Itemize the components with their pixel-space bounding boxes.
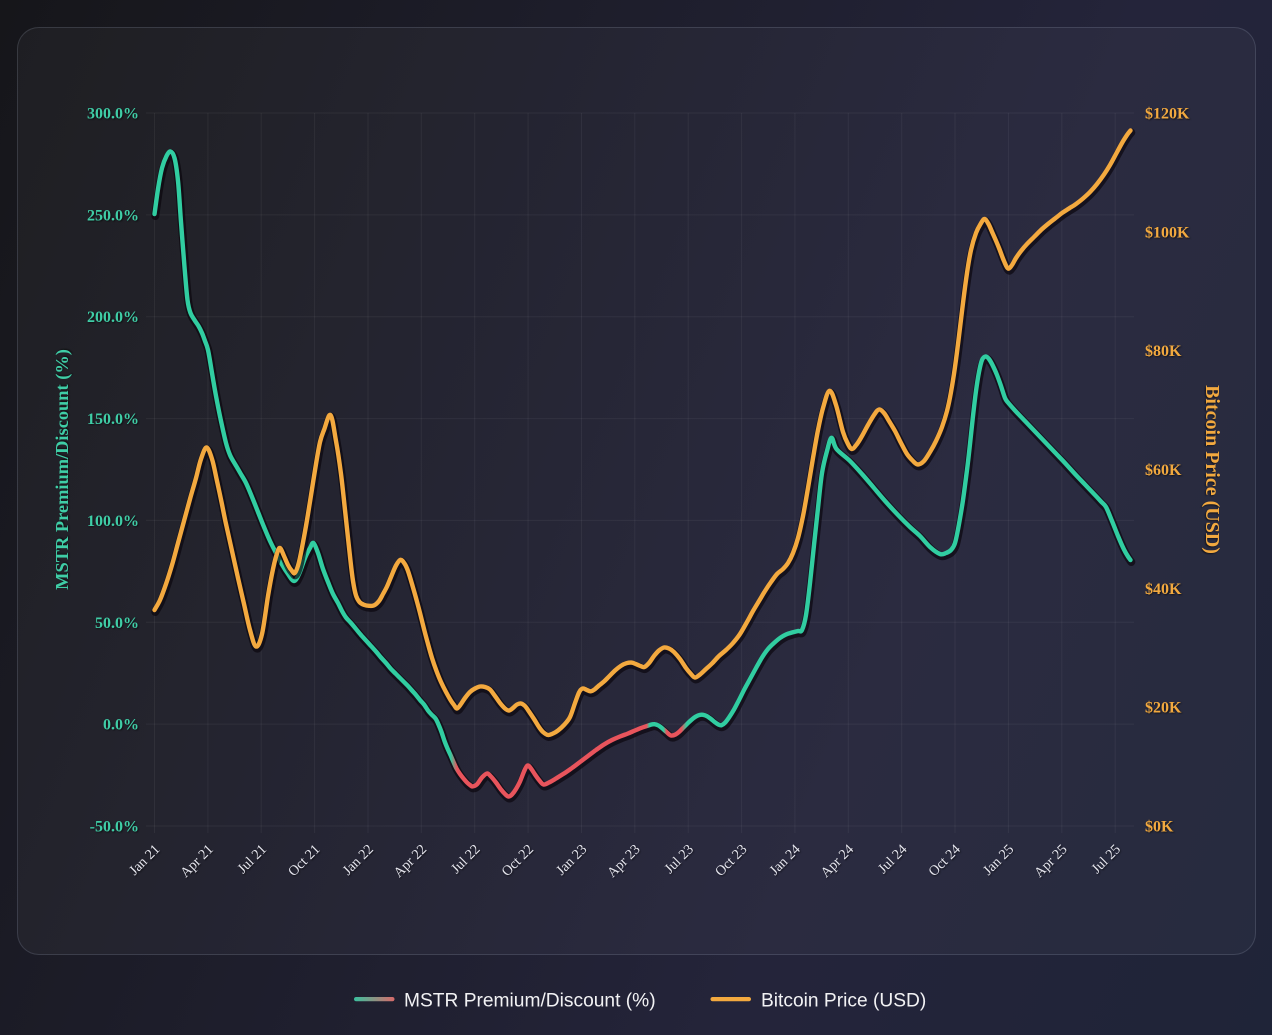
svg-text:Bitcoin Price (USD): Bitcoin Price (USD) [1201,385,1223,554]
svg-text:Bitcoin Price (USD): Bitcoin Price (USD) [761,991,926,1012]
svg-text:Jul 22: Jul 22 [448,842,484,878]
svg-text:Jul 24: Jul 24 [875,842,911,878]
svg-text:Jan 24: Jan 24 [766,842,803,879]
svg-text:Oct 24: Oct 24 [925,842,963,880]
svg-text:200.0%: 200.0% [87,309,139,326]
svg-text:$120K: $120K [1145,106,1190,123]
svg-text:-50.0%: -50.0% [90,819,139,836]
svg-text:$40K: $40K [1145,581,1182,598]
svg-text:Jan 25: Jan 25 [980,842,1017,879]
svg-text:150.0%: 150.0% [87,411,139,428]
svg-text:$80K: $80K [1145,343,1182,360]
svg-text:100.0%: 100.0% [87,513,139,530]
svg-text:Apr 25: Apr 25 [1031,842,1070,881]
svg-text:Jul 25: Jul 25 [1088,842,1124,878]
svg-text:Apr 21: Apr 21 [177,842,216,881]
svg-text:Jul 21: Jul 21 [234,842,270,878]
svg-text:250.0%: 250.0% [87,207,139,224]
svg-text:MSTR Premium/Discount (%): MSTR Premium/Discount (%) [52,349,73,590]
svg-text:Jan 23: Jan 23 [553,842,590,879]
svg-text:$60K: $60K [1145,462,1182,479]
svg-text:Apr 23: Apr 23 [604,842,643,881]
svg-text:Apr 24: Apr 24 [818,842,857,881]
svg-text:Oct 21: Oct 21 [285,842,323,880]
svg-text:$100K: $100K [1145,224,1190,241]
svg-text:Jan 21: Jan 21 [126,842,163,879]
svg-text:Oct 23: Oct 23 [712,842,750,880]
svg-text:MSTR Premium/Discount (%): MSTR Premium/Discount (%) [404,991,656,1012]
svg-text:0.0%: 0.0% [103,717,139,734]
svg-text:Jul 23: Jul 23 [661,842,697,878]
svg-text:300.0%: 300.0% [87,106,139,123]
svg-text:Apr 22: Apr 22 [391,842,430,881]
svg-text:50.0%: 50.0% [95,615,139,632]
svg-text:Oct 22: Oct 22 [499,842,537,880]
svg-text:$0K: $0K [1145,819,1174,836]
svg-text:Jan 22: Jan 22 [340,842,377,879]
svg-text:$20K: $20K [1145,700,1182,717]
